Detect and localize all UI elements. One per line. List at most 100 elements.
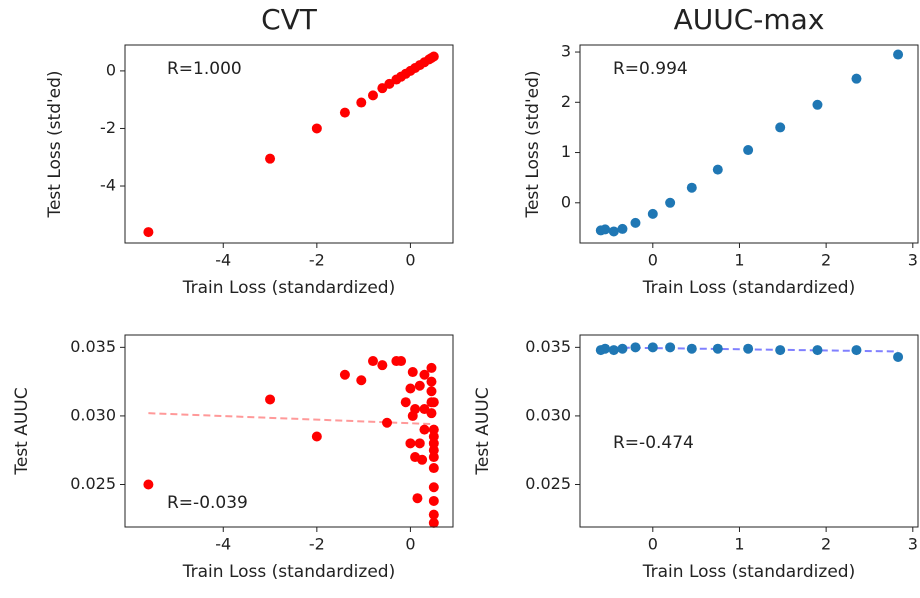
point	[617, 343, 628, 354]
point	[686, 182, 697, 193]
point	[712, 343, 723, 354]
x-tick-label: -2	[309, 251, 325, 270]
point	[686, 343, 697, 354]
point	[851, 73, 862, 84]
x-axis-label: Train Loss (standardized)	[182, 562, 395, 582]
point	[410, 404, 421, 415]
point	[356, 375, 367, 386]
point	[428, 431, 439, 442]
point	[600, 224, 611, 235]
y-tick-label: 1	[561, 142, 571, 161]
x-tick-label: 0	[648, 251, 658, 270]
point	[143, 227, 154, 238]
point	[426, 408, 437, 419]
point	[396, 356, 407, 367]
y-tick-label: 0.025	[70, 474, 116, 493]
y-tick-label: 0.035	[70, 337, 116, 356]
point	[377, 360, 388, 371]
point	[412, 493, 423, 504]
annotation: R=-0.039	[167, 493, 248, 513]
x-axis-label: Train Loss (standardized)	[182, 278, 395, 298]
point	[405, 383, 416, 394]
axes-frame	[579, 334, 919, 528]
x-tick-label: 0	[648, 535, 658, 554]
point	[426, 376, 437, 387]
point	[608, 226, 619, 237]
point	[414, 380, 425, 391]
y-tick-label: 0	[106, 60, 116, 79]
point	[712, 164, 723, 175]
y-axis-label: Test AUUC	[12, 387, 32, 475]
point	[426, 362, 437, 373]
point	[265, 394, 276, 405]
annotation: R=1.000	[167, 59, 242, 79]
point	[630, 217, 641, 228]
point	[311, 123, 322, 134]
point	[428, 438, 439, 449]
point	[143, 479, 154, 490]
point	[812, 99, 823, 110]
x-tick-label: 2	[821, 535, 831, 554]
point	[417, 454, 428, 465]
y-tick-label: 0	[561, 192, 571, 211]
point	[400, 397, 411, 408]
point	[600, 343, 611, 354]
point	[311, 431, 322, 442]
point	[414, 438, 425, 449]
point	[743, 145, 754, 156]
x-tick-label: 3	[908, 251, 918, 270]
chart-title: CVT	[261, 3, 318, 36]
point	[428, 445, 439, 456]
x-tick-label: 3	[908, 535, 918, 554]
chart-title: AUUC-max	[674, 3, 825, 36]
point	[405, 438, 416, 449]
point	[428, 495, 439, 506]
point	[407, 367, 418, 378]
x-tick-label: -4	[215, 535, 231, 554]
point	[419, 424, 430, 435]
point	[367, 356, 378, 367]
point	[428, 397, 439, 408]
y-axis-label: Test Loss (std'ed)	[523, 70, 543, 218]
point	[339, 107, 350, 118]
trend-line	[148, 412, 434, 426]
y-tick-label: 3	[561, 42, 571, 61]
point	[356, 97, 367, 108]
point	[265, 153, 276, 164]
x-tick-label: -4	[215, 251, 231, 270]
x-tick-label: 2	[821, 251, 831, 270]
y-tick-label: 0.035	[525, 337, 571, 356]
point	[428, 452, 439, 463]
x-tick-label: 1	[734, 251, 744, 270]
point	[630, 342, 641, 353]
y-tick-label: 0.030	[525, 405, 571, 424]
point	[775, 345, 786, 356]
point	[428, 509, 439, 520]
point	[617, 223, 628, 234]
point	[382, 417, 393, 428]
point	[608, 345, 619, 356]
axes-frame	[124, 44, 454, 244]
point	[893, 351, 904, 362]
x-tick-label: -2	[309, 535, 325, 554]
y-tick-label: 0.025	[525, 474, 571, 493]
y-axis-label: Test AUUC	[473, 387, 493, 475]
point	[893, 49, 904, 60]
point	[428, 424, 439, 435]
x-tick-label: 0	[405, 251, 415, 270]
annotation: R=0.994	[613, 59, 688, 79]
point	[428, 482, 439, 493]
point	[367, 90, 378, 101]
y-tick-label: -2	[100, 118, 116, 137]
x-tick-label: 1	[734, 535, 744, 554]
point	[743, 343, 754, 354]
x-axis-label: Train Loss (standardized)	[642, 278, 855, 298]
x-tick-label: 0	[405, 535, 415, 554]
point	[428, 51, 439, 62]
point	[339, 369, 350, 380]
y-tick-label: 0.030	[70, 405, 116, 424]
axes-frame	[124, 334, 454, 528]
point	[419, 369, 430, 380]
y-tick-label: -4	[100, 176, 116, 195]
